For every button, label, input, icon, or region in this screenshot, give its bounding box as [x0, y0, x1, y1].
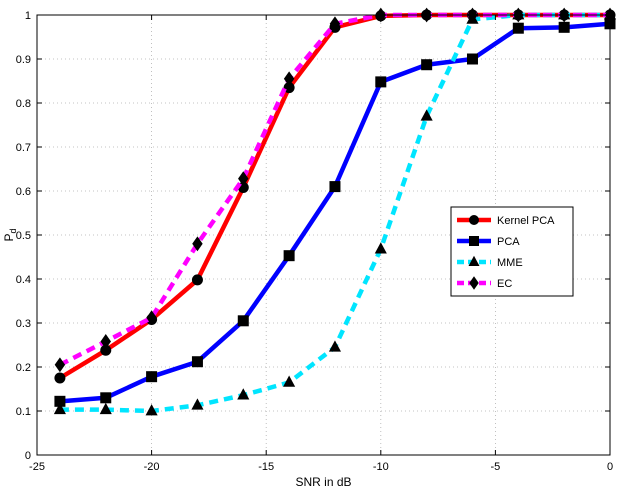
- data-point: [238, 171, 249, 187]
- legend-entry: MME: [457, 255, 523, 269]
- data-point: [191, 398, 204, 410]
- data-point: [191, 356, 203, 368]
- data-point: [237, 315, 249, 327]
- data-point: [283, 375, 296, 387]
- legend: Kernel PCA PCA MME EC: [450, 206, 574, 297]
- legend-label: MME: [497, 257, 523, 269]
- data-point: [192, 236, 203, 252]
- data-point: [329, 181, 341, 193]
- legend-entry: PCA: [457, 236, 520, 248]
- x-tick-label: -25: [29, 461, 45, 473]
- x-tick-label: -20: [144, 461, 160, 473]
- data-point: [54, 395, 66, 407]
- x-tick-label: -5: [491, 461, 501, 473]
- data-point: [145, 404, 158, 416]
- legend-label: PCA: [497, 236, 520, 248]
- data-point: [146, 310, 157, 326]
- data-point: [374, 242, 387, 254]
- x-tick-label: 0: [607, 461, 613, 473]
- legend-label: EC: [497, 278, 512, 290]
- legend-label: Kernel PCA: [497, 215, 555, 227]
- data-point: [283, 250, 295, 262]
- y-tick-label: 0.7: [16, 142, 31, 154]
- data-point: [100, 392, 112, 404]
- data-point: [420, 109, 433, 121]
- y-tick-label: 0.1: [16, 406, 31, 418]
- data-point: [100, 344, 112, 356]
- y-tick-label: 0.8: [16, 98, 31, 110]
- data-point: [146, 371, 158, 383]
- legend-entry: EC: [457, 276, 512, 290]
- data-point: [283, 82, 295, 94]
- y-tick-label: 0.4: [16, 274, 31, 286]
- y-tick-label: 0.5: [16, 230, 31, 242]
- data-point: [375, 76, 387, 88]
- legend-entry: Kernel PCA: [457, 215, 555, 227]
- data-point: [237, 388, 250, 400]
- data-point: [191, 274, 203, 286]
- x-tick-label: -15: [258, 461, 274, 473]
- data-point: [512, 22, 524, 34]
- data-point: [54, 357, 66, 373]
- y-tick-label: 0.6: [16, 186, 31, 198]
- y-axis-label-main: P: [2, 234, 16, 242]
- data-point: [466, 53, 478, 65]
- y-tick-label: 0.3: [16, 318, 31, 330]
- y-tick-label: 0: [25, 450, 31, 462]
- legend-marker: [469, 276, 479, 290]
- axis-ticks: -25 -20 -15 -10 -5 0 0 0.1 0.2 0.3 0.4 0.5 0.6 0.7 0.8…: [16, 10, 613, 473]
- data-point: [53, 402, 66, 415]
- legend-marker: [469, 236, 479, 246]
- y-tick-label: 0.9: [16, 54, 31, 66]
- data-point: [329, 16, 341, 32]
- x-tick-label: -10: [373, 461, 389, 473]
- legend-marker: [469, 215, 479, 225]
- data-point: [54, 372, 66, 384]
- y-tick-label: 0.2: [16, 362, 31, 374]
- x-axis-label: SNR in dB: [295, 475, 351, 489]
- data-point: [283, 71, 295, 87]
- data-point: [421, 59, 433, 71]
- data-point: [328, 340, 342, 352]
- data-point: [100, 334, 111, 349]
- svg-text:Pd: Pd: [2, 228, 18, 241]
- y-axis-label-subscript: d: [8, 228, 18, 233]
- data-point: [558, 21, 570, 33]
- y-axis-label: Pd: [2, 228, 18, 241]
- y-tick-label: 1: [25, 10, 31, 22]
- data-point: [99, 402, 112, 415]
- legend-marker: [468, 255, 480, 266]
